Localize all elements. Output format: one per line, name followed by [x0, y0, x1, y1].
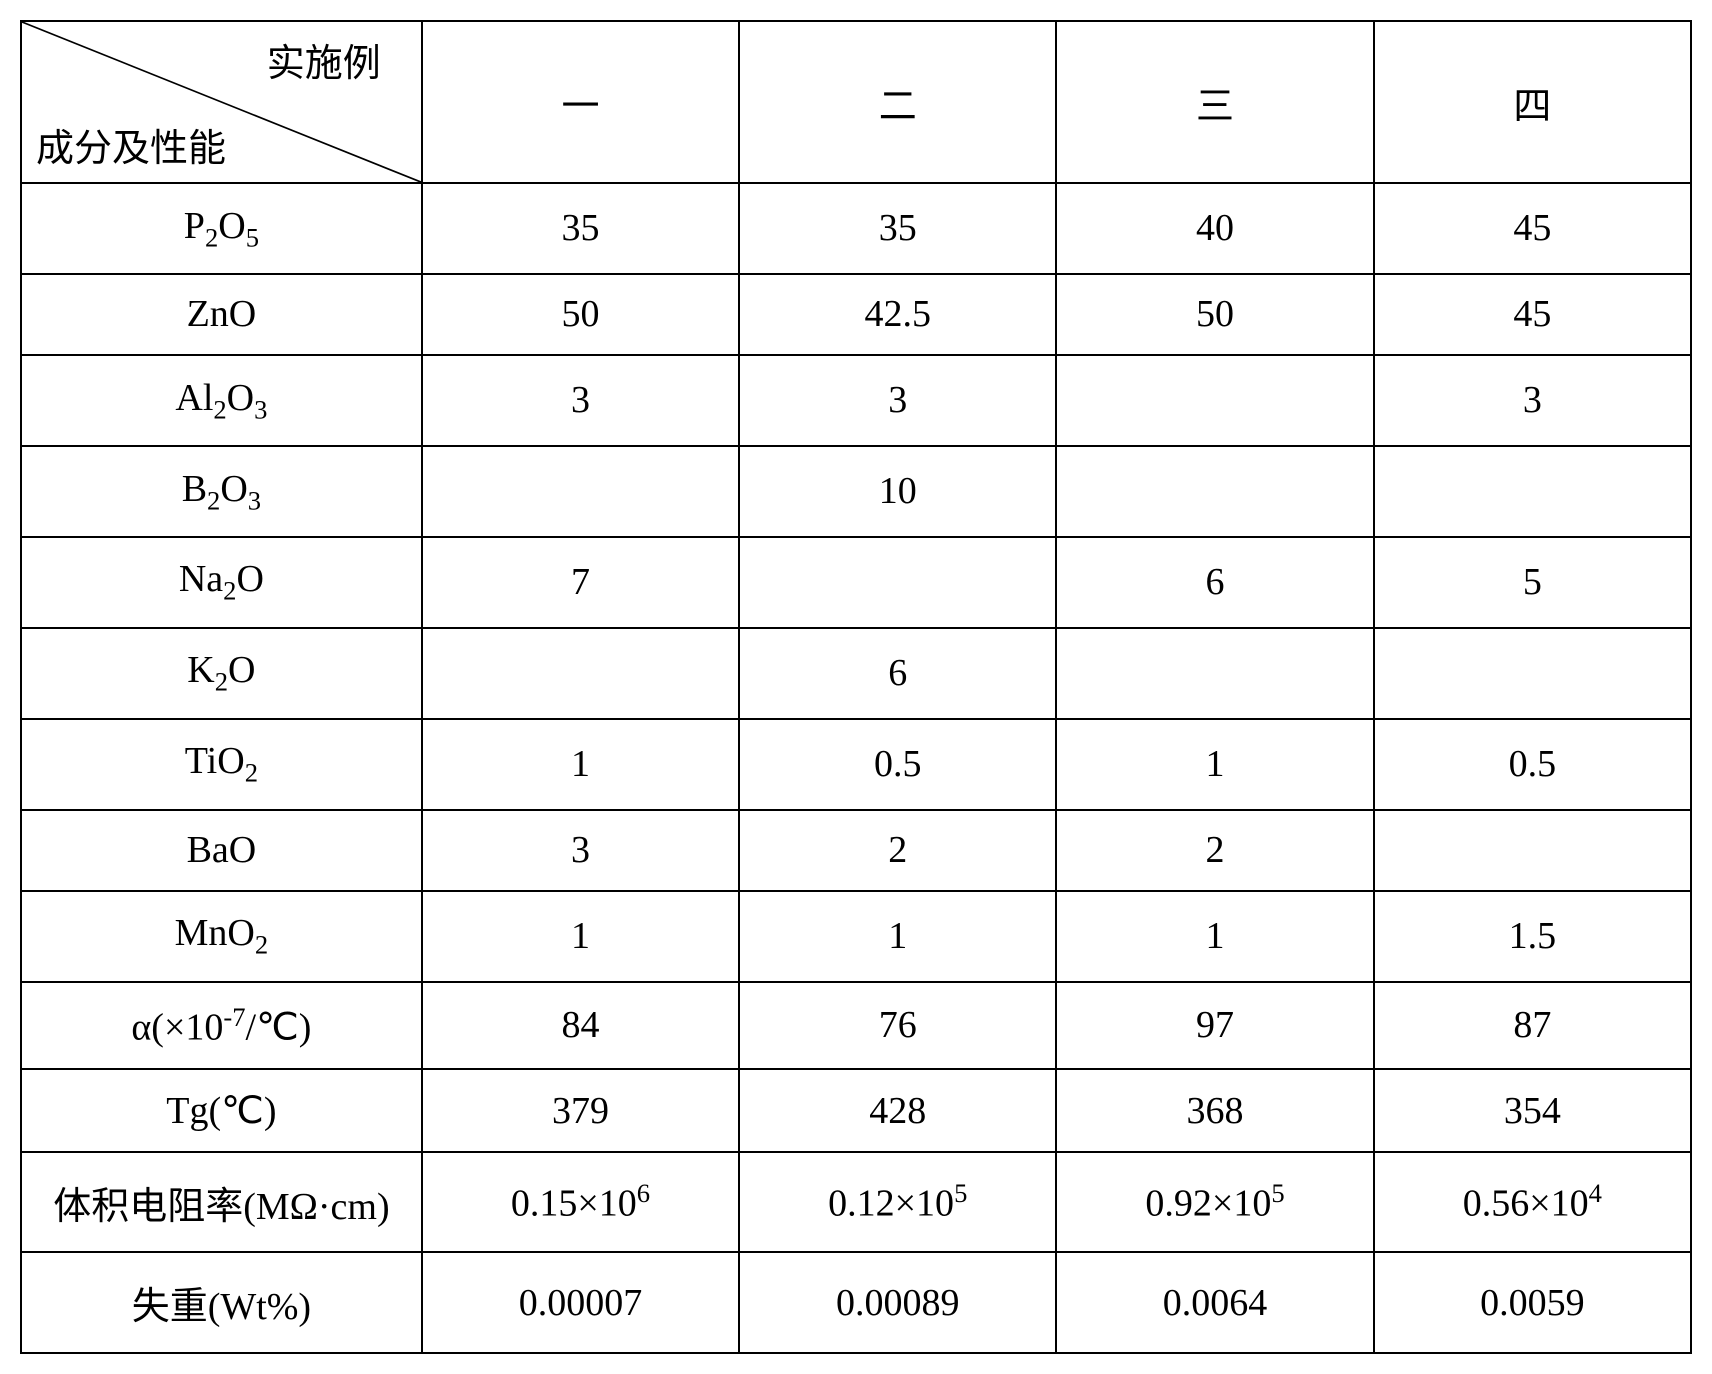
row-label: TiO2: [21, 719, 422, 810]
row-label: 体积电阻率(MΩ·cm): [21, 1152, 422, 1252]
data-cell: 2: [739, 810, 1056, 891]
table-row: ZnO5042.55045: [21, 274, 1691, 355]
column-header: 三: [1056, 21, 1373, 183]
table-row: 失重(Wt%)0.000070.000890.00640.0059: [21, 1252, 1691, 1353]
data-cell: [1056, 446, 1373, 537]
header-bottom-left-label: 成分及性能: [36, 117, 226, 172]
data-cell: 368: [1056, 1069, 1373, 1152]
table-body: P2O535354045ZnO5042.55045Al2O3333B2O310N…: [21, 183, 1691, 1353]
data-cell: 0.0064: [1056, 1252, 1373, 1353]
data-cell: 2: [1056, 810, 1373, 891]
row-label: P2O5: [21, 183, 422, 274]
data-cell: 0.5: [739, 719, 1056, 810]
data-table: 实施例 成分及性能 一 二 三 四 P2O535354045ZnO5042.55…: [20, 20, 1692, 1354]
data-cell: [1374, 628, 1691, 719]
row-label: Na2O: [21, 537, 422, 628]
data-cell: [739, 537, 1056, 628]
data-cell: 0.5: [1374, 719, 1691, 810]
column-header: 一: [422, 21, 739, 183]
table-row: P2O535354045: [21, 183, 1691, 274]
data-cell: [1056, 628, 1373, 719]
data-cell: 50: [1056, 274, 1373, 355]
table-container: 实施例 成分及性能 一 二 三 四 P2O535354045ZnO5042.55…: [20, 20, 1692, 1354]
data-cell: 87: [1374, 982, 1691, 1070]
table-row: Na2O7 65: [21, 537, 1691, 628]
table-row: Al2O3333: [21, 355, 1691, 446]
row-label: ZnO: [21, 274, 422, 355]
table-row: α(×10-7/℃)84769787: [21, 982, 1691, 1070]
data-cell: 45: [1374, 183, 1691, 274]
data-cell: [422, 628, 739, 719]
data-cell: 0.56×104: [1374, 1152, 1691, 1252]
data-cell: 35: [422, 183, 739, 274]
table-row: B2O3 10: [21, 446, 1691, 537]
data-cell: 84: [422, 982, 739, 1070]
row-label: K2O: [21, 628, 422, 719]
data-cell: 42.5: [739, 274, 1056, 355]
column-header: 四: [1374, 21, 1691, 183]
data-cell: [1374, 810, 1691, 891]
data-cell: 1: [739, 891, 1056, 982]
data-cell: 0.12×105: [739, 1152, 1056, 1252]
row-label: BaO: [21, 810, 422, 891]
data-cell: 6: [739, 628, 1056, 719]
table-row: 体积电阻率(MΩ·cm)0.15×1060.12×1050.92×1050.56…: [21, 1152, 1691, 1252]
data-cell: 5: [1374, 537, 1691, 628]
row-label: MnO2: [21, 891, 422, 982]
data-cell: 45: [1374, 274, 1691, 355]
data-cell: 0.00007: [422, 1252, 739, 1353]
row-label: 失重(Wt%): [21, 1252, 422, 1353]
table-row: BaO322: [21, 810, 1691, 891]
data-cell: 10: [739, 446, 1056, 537]
data-cell: 7: [422, 537, 739, 628]
data-cell: 354: [1374, 1069, 1691, 1152]
header-top-right-label: 实施例: [267, 32, 381, 87]
table-row: TiO210.510.5: [21, 719, 1691, 810]
row-label: Al2O3: [21, 355, 422, 446]
data-cell: 1: [1056, 891, 1373, 982]
data-cell: 0.92×105: [1056, 1152, 1373, 1252]
corner-header-cell: 实施例 成分及性能: [21, 21, 422, 183]
data-cell: [422, 446, 739, 537]
data-cell: 1.5: [1374, 891, 1691, 982]
data-cell: 50: [422, 274, 739, 355]
data-cell: 76: [739, 982, 1056, 1070]
row-label: α(×10-7/℃): [21, 982, 422, 1070]
table-row: K2O 6: [21, 628, 1691, 719]
table-row: MnO21111.5: [21, 891, 1691, 982]
data-cell: 428: [739, 1069, 1056, 1152]
data-cell: 97: [1056, 982, 1373, 1070]
data-cell: 3: [1374, 355, 1691, 446]
data-cell: 3: [422, 810, 739, 891]
data-cell: 0.15×106: [422, 1152, 739, 1252]
table-header-row: 实施例 成分及性能 一 二 三 四: [21, 21, 1691, 183]
row-label: B2O3: [21, 446, 422, 537]
data-cell: [1374, 446, 1691, 537]
row-label: Tg(℃): [21, 1069, 422, 1152]
data-cell: 1: [1056, 719, 1373, 810]
data-cell: 6: [1056, 537, 1373, 628]
data-cell: 379: [422, 1069, 739, 1152]
column-header: 二: [739, 21, 1056, 183]
table-row: Tg(℃)379428368354: [21, 1069, 1691, 1152]
data-cell: 1: [422, 891, 739, 982]
data-cell: 0.00089: [739, 1252, 1056, 1353]
data-cell: [1056, 355, 1373, 446]
data-cell: 1: [422, 719, 739, 810]
data-cell: 40: [1056, 183, 1373, 274]
data-cell: 3: [739, 355, 1056, 446]
data-cell: 0.0059: [1374, 1252, 1691, 1353]
data-cell: 35: [739, 183, 1056, 274]
data-cell: 3: [422, 355, 739, 446]
